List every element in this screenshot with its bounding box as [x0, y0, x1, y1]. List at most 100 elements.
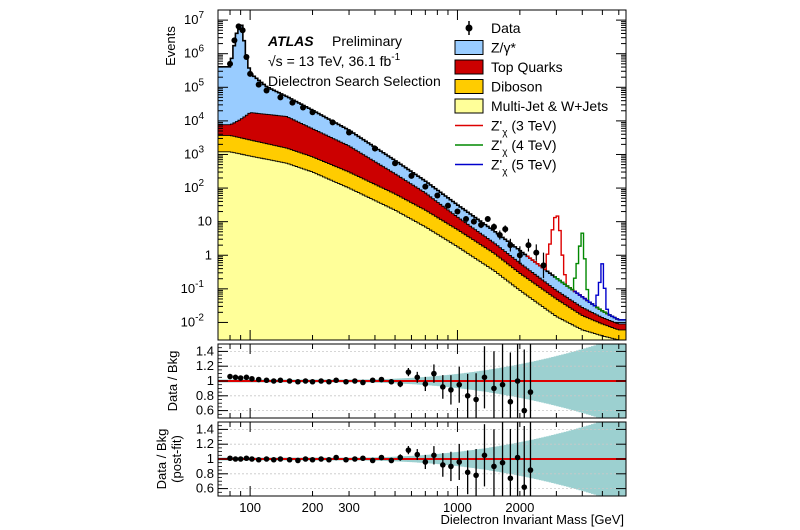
data-point: [516, 252, 523, 259]
x-tick-label: 2000: [505, 500, 534, 515]
atlas-label: ATLAS: [267, 33, 314, 49]
ratio-point: [277, 377, 284, 384]
ratio-point: [464, 469, 471, 476]
ratio-point: [440, 384, 446, 390]
ratio-point: [318, 456, 324, 462]
y-tick-label: 106: [184, 44, 204, 61]
ratio-point: [263, 456, 270, 462]
data-point: [490, 223, 497, 230]
ratio-point: [397, 454, 404, 461]
ratio-point: [255, 376, 262, 383]
ratio-point: [243, 455, 250, 462]
ratio-point: [378, 376, 385, 383]
ratio-point: [232, 374, 239, 381]
ratio-point: [464, 393, 471, 399]
data-point: [540, 262, 547, 269]
ratio-y-tick-label: 1.2: [196, 436, 214, 451]
ratio-point: [302, 378, 309, 384]
ratio-postfit-y-axis-label: Data / Bkg: [154, 429, 169, 490]
ratio-point: [369, 377, 376, 384]
data-point: [247, 70, 254, 77]
ratio-point: [431, 452, 437, 459]
data-point: [502, 226, 509, 233]
ratio-postfit-y-axis-label-2: (post-fit): [169, 435, 184, 483]
ratio-point: [295, 378, 301, 385]
ratio-point: [286, 456, 293, 463]
y-tick-label: 105: [184, 77, 204, 94]
ratio-point: [499, 459, 506, 466]
ratio-point: [527, 467, 534, 473]
data-point: [300, 104, 307, 111]
selection-label: Dielectron Search Selection: [268, 73, 441, 89]
ratio-panel: 1.41.210.80.6 Data / Bkg: [165, 343, 627, 419]
ratio-y-tick-label: 1.2: [196, 358, 214, 373]
legend-item-z-4-tev-: Z'χ (4 TeV): [455, 137, 557, 158]
ratio-point: [369, 457, 376, 464]
ratio-y-tick-label: 0.8: [196, 466, 214, 481]
ratio-point: [514, 454, 521, 461]
data-point: [444, 202, 451, 209]
ratio-point: [227, 373, 233, 380]
ratio-postfit-panel: 1.41.210.80.6 Data / Bkg (post-fit) 100 2…: [154, 421, 627, 527]
ratio-point: [507, 475, 514, 482]
legend-label: Top Quarks: [491, 59, 563, 75]
ratio-point: [360, 455, 366, 462]
ratio-point: [456, 381, 463, 388]
ratio-point: [249, 375, 255, 382]
data-point: [470, 218, 477, 225]
ratio-point: [237, 375, 244, 381]
ratio-point: [352, 378, 358, 384]
ratio-y-axis-label: Data / Bkg: [165, 351, 180, 412]
ratio-point: [473, 396, 479, 403]
ratio-point: [405, 447, 412, 453]
ratio-point: [431, 370, 437, 377]
data-point: [263, 87, 270, 94]
data-point: [243, 53, 250, 60]
ratio-point: [414, 451, 421, 458]
data-point: [434, 192, 441, 199]
legend-swatch: [454, 40, 484, 55]
legend-label: Multi-Jet & W+Jets: [491, 98, 608, 114]
legend-item-diboson: Diboson: [454, 79, 542, 95]
y-tick-label: 10: [198, 214, 212, 229]
legend-label: Z'χ (5 TeV): [491, 157, 557, 178]
legend-item-z-5-tev-: Z'χ (5 TeV): [455, 157, 557, 178]
ratio-y-tick-label: 0.8: [196, 388, 214, 403]
main-y-axis-label: Events: [163, 26, 178, 66]
legend-swatch: [454, 59, 484, 75]
ratio-y-tick-label: 1: [207, 373, 214, 388]
legend-label: Z'χ (4 TeV): [491, 137, 557, 158]
y-tick-label: 102: [184, 178, 204, 195]
y-tick-label: 107: [184, 10, 204, 27]
ratio-point: [352, 456, 358, 462]
ratio-point: [521, 484, 528, 490]
ratio-point: [295, 457, 301, 464]
signal-line-5tev: [573, 263, 626, 321]
ratio-point: [491, 463, 497, 470]
ratio-point: [302, 456, 309, 462]
ratio-point: [227, 455, 233, 462]
preliminary-label: Preliminary: [332, 33, 402, 49]
ratio-point: [270, 378, 277, 384]
data-point: [329, 119, 336, 126]
legend-marker: [465, 24, 473, 32]
legend-label: Data: [491, 20, 521, 36]
ratio-point: [440, 462, 446, 468]
ratio-point: [343, 378, 349, 385]
legend-swatch: [454, 79, 484, 94]
x-tick-label: 100: [239, 500, 261, 515]
ratio-point: [473, 472, 479, 479]
ratio-point: [255, 456, 262, 463]
legend-item-data: Data: [465, 20, 521, 36]
legend-item-top-quarks: Top Quarks: [454, 59, 563, 75]
stack-multi-jet-w-jets: [218, 151, 626, 340]
ratio-point: [527, 389, 534, 395]
ratio-point: [422, 381, 429, 387]
data-point: [371, 145, 378, 152]
data-point: [255, 81, 262, 88]
x-tick-label: 300: [338, 500, 360, 515]
ratio-point: [333, 454, 339, 461]
atlas-annotation: ATLAS Preliminary √s = 13 TeV, 36.1 fb-1…: [267, 33, 441, 89]
